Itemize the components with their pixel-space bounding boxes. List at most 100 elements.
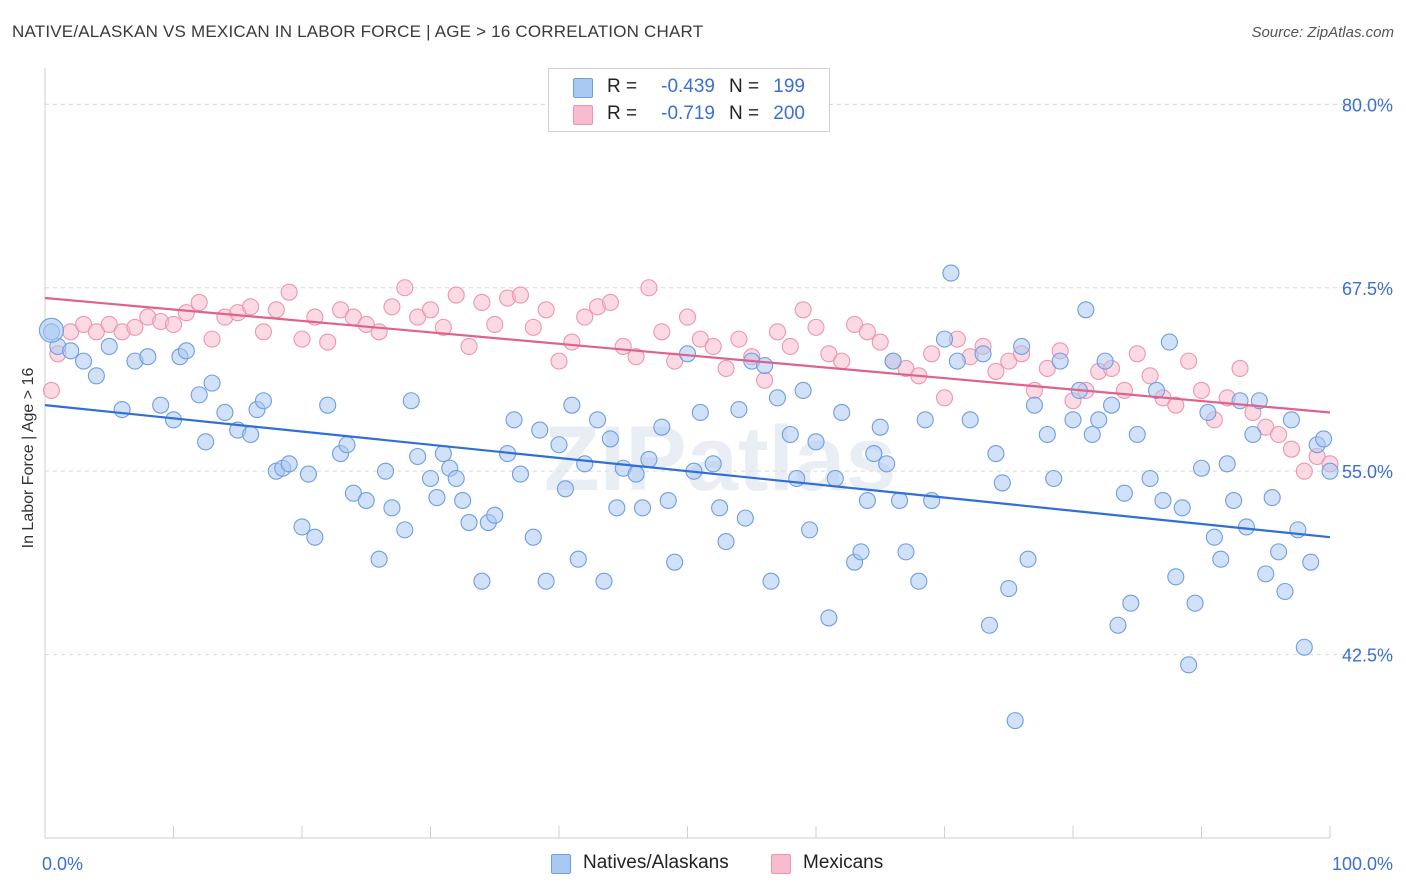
data-point [711,499,729,517]
data-point [75,352,93,370]
legend-n-label: N = [729,76,760,97]
data-point [897,543,915,561]
data-point [1186,594,1204,612]
data-point [595,572,613,590]
trend-line-natives [44,404,1331,539]
data-point [717,359,735,378]
data-point [736,509,754,527]
data-point [242,298,260,316]
data-point [87,323,105,341]
data-point [1103,396,1121,414]
data-point [203,374,221,392]
data-point [460,513,478,532]
data-point [190,386,208,404]
data-point [576,455,594,473]
data-point [935,389,954,407]
data-point [1051,352,1069,370]
data-point [704,455,722,473]
data-point [319,333,337,351]
data-point [197,433,215,451]
data-point [486,506,504,524]
bottom-legend-swatch-blue [551,854,571,874]
data-point [1302,553,1320,571]
data-point [1128,345,1146,363]
data-point [858,491,876,510]
data-point [781,425,799,444]
data-point [87,367,105,385]
data-point [1025,396,1043,414]
data-point [1019,550,1037,568]
data-point [768,323,787,341]
data-point [254,323,273,341]
data-point [383,298,401,316]
data-point [974,345,992,363]
stats-legend: R = -0.439 N = 199 R = -0.719 N = 200 [548,68,830,132]
data-point [1263,489,1281,507]
data-point [505,411,523,429]
data-point [807,433,825,451]
data-point [338,436,356,454]
data-point [1077,301,1095,319]
data-point [826,469,844,488]
grid-lines [45,103,1390,656]
data-point [1192,459,1211,477]
data-point [1115,484,1133,502]
data-point [524,528,542,546]
data-point [935,330,954,348]
data-point [42,381,60,400]
data-point [306,528,324,546]
data-point [1173,499,1191,517]
data-point [633,499,652,517]
data-point [357,491,375,510]
data-point [980,616,999,634]
tick-labels: 42.5% 55.0% 67.5% 80.0% 0.0% 100.0% [42,95,1393,874]
data-point [434,445,452,463]
legend-r-label: R = [607,103,638,124]
data-point [627,465,645,483]
data-point [781,337,799,356]
data-point [1218,455,1236,473]
data-point [923,345,941,363]
data-point [756,371,774,389]
legend-n-label: N = [729,103,760,124]
data-point [531,421,549,439]
data-point [1006,712,1024,730]
data-point [588,411,607,429]
data-point [254,392,273,410]
data-point [177,304,195,322]
y-axis-label: In Labor Force | Age > 16 [20,368,37,549]
data-point [1167,568,1185,586]
data-point [421,301,440,319]
legend-r-value: -0.719 [661,103,715,124]
data-point [331,301,350,319]
data-point [550,436,568,454]
data-point [884,352,902,370]
data-point [1038,425,1056,444]
data-point [1064,411,1082,429]
data-point [460,337,478,356]
data-point [961,411,979,429]
data-point [569,550,587,568]
data-point [1109,616,1127,634]
data-point [1199,403,1217,422]
data-point [409,447,427,466]
data-point [1180,352,1198,370]
data-point [1000,580,1018,598]
data-point [177,342,195,360]
data-point [428,489,446,507]
data-point [601,293,619,311]
data-point [1147,381,1166,400]
data-point [402,392,420,410]
data-point [1295,462,1313,480]
x-tick-label: 0.0% [42,854,83,874]
data-point [871,418,889,436]
data-point [987,362,1005,380]
bottom-legend-swatch-pink [771,854,791,874]
data-point [801,521,819,539]
data-point [1321,462,1339,480]
data-point [1244,425,1262,444]
data-point [1038,359,1056,378]
data-point [807,318,825,336]
data-point [1083,425,1101,444]
